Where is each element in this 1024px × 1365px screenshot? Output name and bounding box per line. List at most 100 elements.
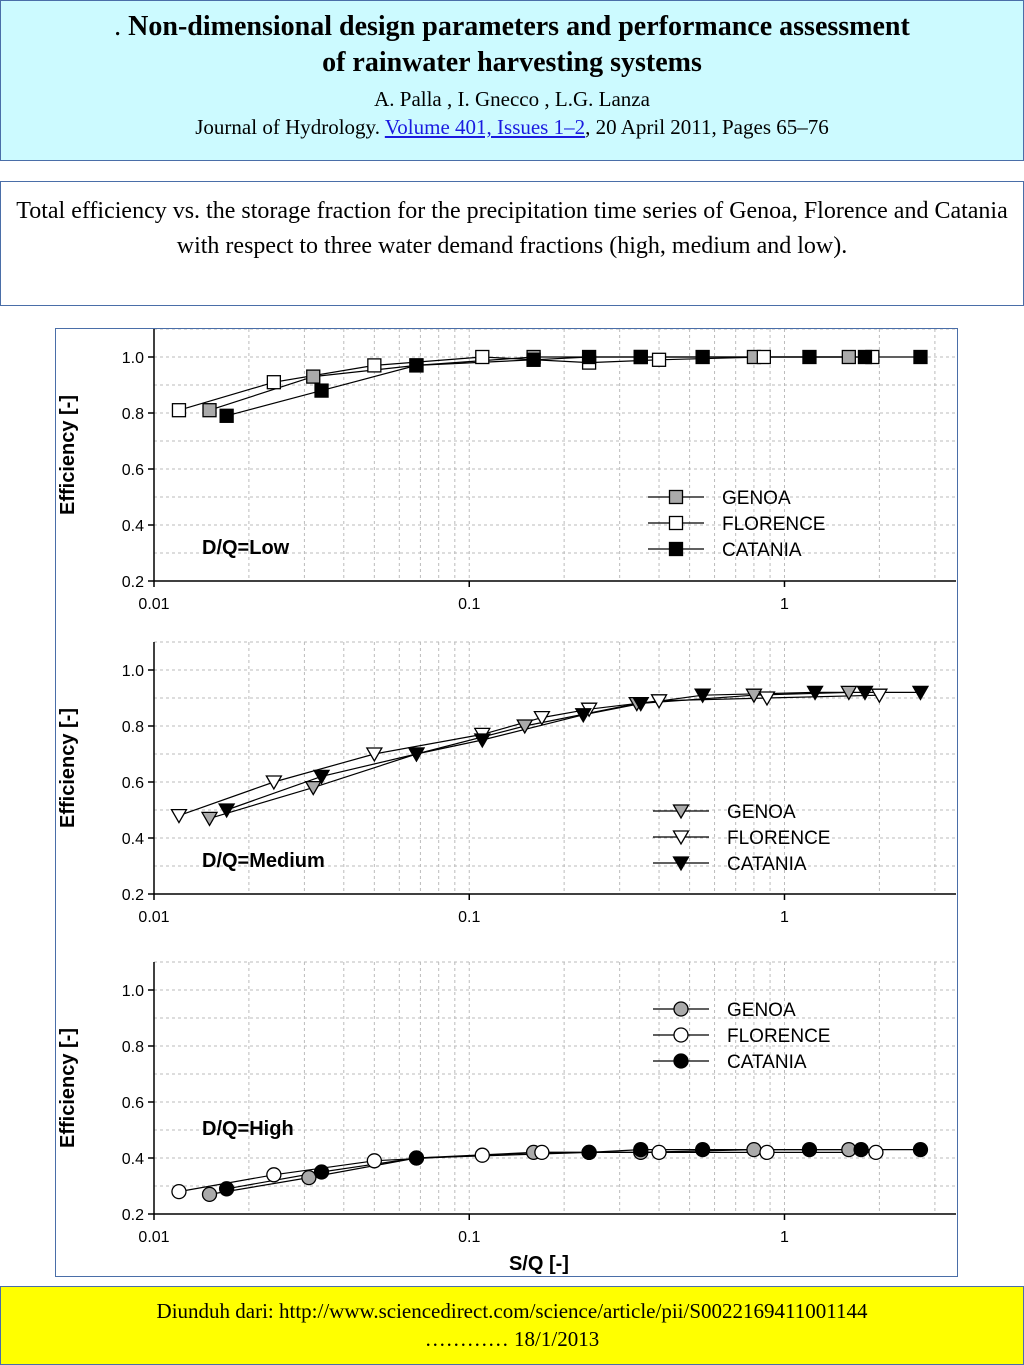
data-point-catania: [218, 803, 236, 819]
x-tick-label: 0.01: [138, 1229, 169, 1246]
header-panel: . Non-dimensional design parameters and …: [0, 0, 1024, 161]
y-axis-label: Efficiency [-]: [57, 1028, 79, 1148]
plot-area: [154, 962, 956, 1214]
data-point-catania: [857, 349, 873, 365]
x-tick-label: 0.1: [458, 909, 480, 926]
data-point-genoa: [746, 1141, 762, 1158]
y-tick-label: 0.8: [122, 406, 144, 423]
x-tick-label: 0.1: [458, 596, 480, 613]
data-point-catania: [581, 349, 597, 365]
date-line: ………… 18/1/2013: [424, 1327, 600, 1351]
data-point-florence: [475, 349, 490, 365]
plot-area: [154, 329, 956, 581]
data-point-florence: [870, 688, 889, 704]
data-point-florence: [651, 352, 667, 367]
y-tick-label: 0.6: [122, 775, 144, 792]
footer-panel: Diunduh dari: http://www.sciencedirect.c…: [0, 1286, 1024, 1365]
y-tick-label: 0.2: [122, 887, 144, 904]
data-point-catania: [407, 747, 426, 763]
title-prefix: .: [114, 11, 129, 42]
legend-label-florence: FLORENCE: [722, 514, 825, 535]
efficiency-charts: 0.2 0.4 0.6 0.8 1.0 0.01 0.1 1 Efficiency [-] D/Q…: [57, 329, 956, 1275]
authors: A. Palla , I. Gnecco , L.G. Lanza: [374, 87, 650, 111]
title-line-1: Non-dimensional design parameters and pe…: [128, 11, 910, 42]
data-point-catania: [853, 1141, 869, 1158]
journal-rest: , 20 April 2011, Pages 65–76: [585, 115, 829, 139]
data-point-florence: [868, 1144, 884, 1161]
figure-panel: 0.2 0.4 0.6 0.8 1.0 0.01 0.1 1 Efficiency [-] D/Q…: [55, 328, 958, 1277]
series-line-catania: [226, 356, 921, 417]
data-point-catania: [312, 769, 331, 785]
paper-title-line-2: of rainwater harvesting systems: [322, 47, 702, 78]
data-point-catania: [219, 408, 234, 423]
data-point-catania: [694, 688, 712, 704]
x-tick-label: 0.01: [138, 596, 169, 613]
y-axis-label: Efficiency [-]: [57, 395, 79, 515]
chart-panel-2: 0.2 0.4 0.6 0.8 1.0 0.01 0.1 1 Efficiency [-] D/Q…: [57, 641, 956, 926]
y-tick-label: 0.4: [122, 831, 144, 848]
legend-marker-genoa: [668, 489, 684, 505]
x-axis-label: S/Q [-]: [509, 1253, 569, 1275]
x-tick-label: 1: [780, 1229, 789, 1246]
data-point-catania: [633, 1141, 649, 1158]
y-tick-label: 0.2: [122, 1207, 144, 1224]
data-point-catania: [695, 349, 710, 365]
paper-title: . Non-dimensional design parameters and …: [17, 9, 1007, 45]
plot-area: [154, 642, 956, 894]
y-tick-label: 0.4: [122, 518, 144, 535]
legend-label-catania: CATANIA: [727, 854, 807, 875]
y-tick-label: 0.6: [122, 462, 144, 479]
data-point-florence: [533, 710, 551, 726]
data-point-genoa: [202, 403, 217, 418]
series-line-catania: [226, 691, 921, 811]
y-tick-label: 1.0: [122, 983, 144, 1000]
data-point-genoa: [304, 780, 322, 796]
legend-marker-florence: [673, 1027, 689, 1043]
y-tick-label: 0.8: [122, 1039, 144, 1056]
y-tick-label: 0.6: [122, 1095, 144, 1112]
data-point-florence: [266, 375, 282, 390]
legend-marker-catania: [668, 541, 684, 557]
data-point-catania: [408, 1150, 425, 1166]
chart-panel-3: 0.2 0.4 0.6 0.8 1.0 0.01 0.1 1 Efficiency [-] S/Q…: [57, 961, 956, 1275]
data-point-genoa: [516, 719, 534, 735]
x-tick-label: 1: [780, 909, 789, 926]
journal-name: Journal of Hydrology.: [195, 115, 385, 139]
legend-marker-catania: [673, 1053, 689, 1069]
data-point-florence: [367, 358, 382, 373]
figure-caption: Total efficiency vs. the storage fractio…: [0, 181, 1024, 306]
data-point-catania: [313, 1164, 330, 1180]
data-point-florence: [474, 1147, 490, 1163]
legend-marker-genoa: [673, 1001, 689, 1017]
y-axis-label: Efficiency [-]: [57, 708, 79, 828]
legend-label-genoa: GENOA: [727, 1000, 796, 1021]
data-point-catania: [581, 1144, 597, 1161]
data-point-florence: [171, 403, 187, 418]
y-tick-label: 1.0: [122, 663, 144, 680]
legend-marker-florence: [668, 515, 684, 531]
legend-marker-genoa: [672, 804, 690, 820]
data-point-catania: [409, 358, 424, 373]
y-tick-label: 0.4: [122, 1151, 144, 1168]
data-point-genoa: [840, 685, 858, 701]
journal-citation: Journal of Hydrology. Volume 401, Issues…: [1, 113, 1023, 141]
data-point-florence: [365, 747, 383, 763]
data-point-catania: [473, 733, 491, 749]
legend-label-florence: FLORENCE: [727, 1026, 830, 1047]
data-point-catania: [314, 383, 329, 398]
data-point-florence: [266, 1167, 282, 1183]
data-point-catania: [802, 349, 817, 365]
data-point-florence: [759, 1144, 775, 1161]
x-tick-label: 0.01: [138, 909, 169, 926]
data-point-florence: [265, 775, 283, 791]
data-point-genoa: [841, 349, 856, 365]
data-point-catania: [632, 696, 650, 712]
data-point-genoa: [301, 1169, 317, 1186]
chart-panel-1: 0.2 0.4 0.6 0.8 1.0 0.01 0.1 1 Efficiency [-] D/Q…: [57, 329, 956, 613]
data-point-catania: [913, 349, 928, 365]
data-point-catania: [801, 1141, 818, 1158]
legend-marker-catania: [672, 856, 690, 872]
x-tick-label: 1: [780, 596, 789, 613]
data-point-florence: [758, 691, 776, 707]
volume-link[interactable]: Volume 401, Issues 1–2: [384, 115, 586, 139]
